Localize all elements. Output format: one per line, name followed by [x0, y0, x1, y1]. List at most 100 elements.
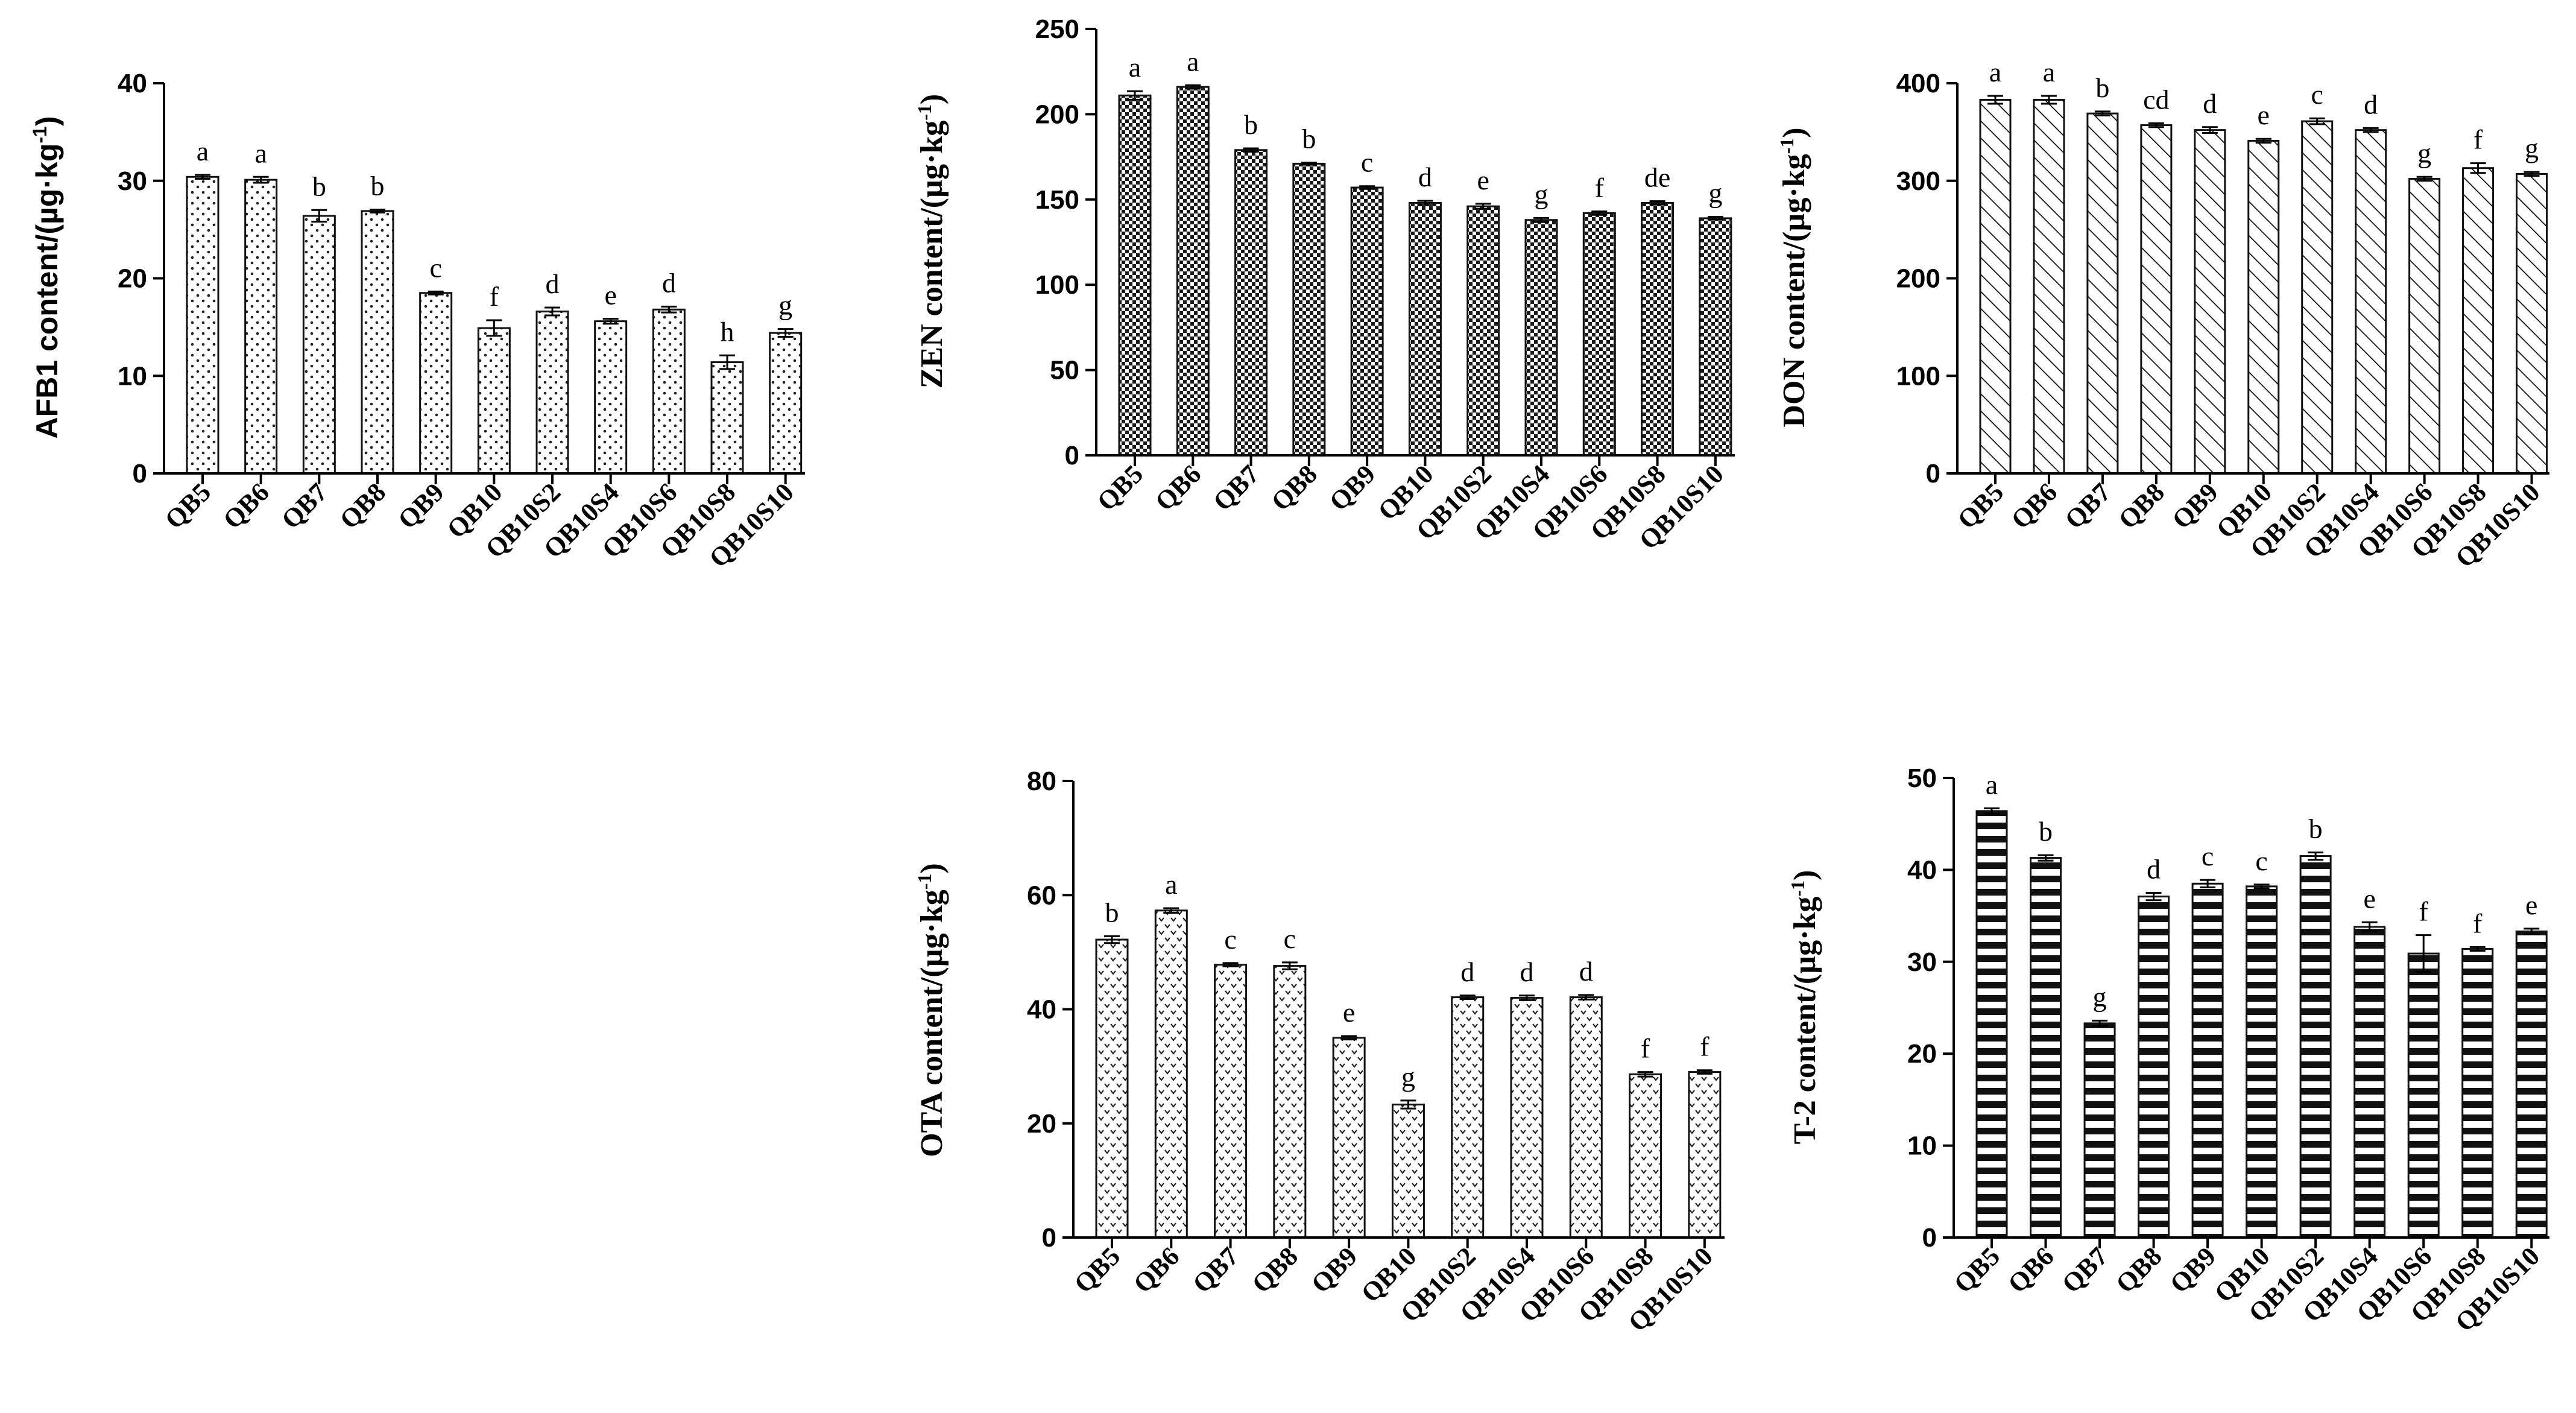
ota-x-tick-label-QB6: QB6: [1128, 1241, 1185, 1298]
afb1-y-tick-label-10: 10: [118, 361, 147, 391]
ota-bar-QB10S10: [1688, 1071, 1722, 1239]
zen-sig-label-QB9: c: [1361, 147, 1373, 178]
afb1-error-bar-QB10S8: [719, 354, 735, 370]
afb1-error-bar-QB5: [195, 174, 210, 180]
ota-error-bar-QB10S8: [1637, 1071, 1653, 1078]
t2-sig-label-QB8: d: [2147, 854, 2161, 885]
t2-bar-QB9: [2191, 882, 2224, 1239]
t2-sig-label-QB9: c: [2202, 841, 2214, 871]
afb1-error-bar-QB9: [428, 290, 444, 296]
ota-error-bar-QB10S4: [1519, 994, 1535, 1001]
afb1-sig-label-QB5: a: [197, 136, 209, 166]
zen-bar-QB7: [1234, 149, 1268, 457]
t2-error-bar-QB10S6: [2416, 934, 2432, 973]
t2-error-bar-QB5: [1984, 807, 2000, 815]
don-sig-label-QB10S2: c: [2311, 79, 2323, 110]
zen-sig-label-QB10S2: e: [1477, 165, 1489, 195]
t2-bar-QB8: [2138, 896, 2170, 1239]
afb1-bar-QB10S6: [652, 308, 686, 475]
t2-y-tick-label-30: 30: [1907, 947, 1937, 977]
ota-bar-QB10S2: [1451, 996, 1485, 1239]
zen-error-bar-QB7: [1243, 147, 1259, 153]
afb1-x-tick-label-QB8: QB8: [334, 477, 391, 534]
afb1-y-tick-label-30: 30: [118, 166, 147, 196]
don-sig-label-QB8: cd: [2143, 84, 2169, 115]
don-sig-label-QB10: e: [2258, 100, 2270, 130]
ota-bar-QB7: [1214, 964, 1248, 1239]
t2-bar-QB10S2: [2299, 855, 2332, 1239]
zen-x-tick-label-QB7: QB7: [1207, 459, 1264, 516]
don-y-tick-label-0: 0: [1926, 459, 1940, 488]
t2-error-bar-QB9: [2200, 879, 2216, 888]
t2-y-tick-label-20: 20: [1907, 1039, 1937, 1069]
afb1-bar-QB10S10: [769, 332, 803, 475]
don-sig-label-QB7: b: [2095, 72, 2109, 103]
afb1-sig-label-QB6: a: [254, 138, 267, 168]
zen-y-tick-label-200: 200: [1035, 100, 1079, 129]
t2-sig-label-QB10: c: [2255, 846, 2267, 876]
don-x-tick-label-QB6: QB6: [2006, 477, 2063, 534]
ota-sig-label-QB7: c: [1224, 924, 1236, 955]
t2-bar-QB6: [2030, 857, 2062, 1239]
zen-y-tick-label-100: 100: [1035, 270, 1079, 300]
ota-y-tick-label-0: 0: [1042, 1223, 1056, 1253]
don-x-tick-label-QB5: QB5: [1952, 477, 2009, 534]
don-sig-label-QB9: d: [2203, 88, 2217, 119]
afb1-sig-label-QB8: b: [371, 170, 385, 201]
zen-sig-label-QB10S4: g: [1535, 179, 1548, 209]
don-bar-QB7: [2086, 112, 2119, 475]
t2-bar-QB10S8: [2461, 947, 2494, 1239]
t2-y-tick-label-0: 0: [1922, 1223, 1937, 1253]
afb1-bar-QB9: [419, 292, 453, 475]
t2-bar-QB10: [2246, 885, 2278, 1239]
ota-sig-label-QB10: g: [1401, 1061, 1415, 1092]
ota-x-tick-label-QB7: QB7: [1187, 1241, 1244, 1298]
ota-error-bar-QB10S10: [1696, 1069, 1713, 1075]
ota-error-bar-QB7: [1222, 962, 1239, 968]
zen-sig-label-QB5: a: [1129, 52, 1141, 83]
afb1-bar-QB10S4: [594, 320, 628, 475]
zen-error-bar-QB8: [1301, 162, 1317, 166]
don-error-bar-QB10: [2255, 138, 2271, 144]
t2-y-tick-label-50: 50: [1907, 763, 1937, 793]
don-error-bar-QB8: [2148, 122, 2164, 128]
ota-error-bar-QB8: [1281, 961, 1298, 970]
zen-y-tick-label-0: 0: [1065, 441, 1079, 470]
zen-x-tick-label-QB6: QB6: [1149, 459, 1207, 516]
chart-don: a ab cd d ec dg f g0100200300400QB5QB6QB7QB8QB9…: [1776, 57, 2549, 574]
afb1-sig-label-QB10S2: d: [546, 268, 560, 299]
ota-error-bar-QB5: [1104, 935, 1120, 944]
zen-error-bar-QB10S6: [1591, 210, 1608, 216]
don-bar-QB10S10: [2516, 172, 2548, 475]
t2-sig-label-QB10S4: e: [2363, 883, 2375, 914]
ota-sig-label-QB5: b: [1105, 897, 1119, 928]
don-sig-label-QB6: a: [2043, 57, 2055, 87]
don-error-bar-QB10S6: [2416, 175, 2432, 182]
zen-sig-label-QB10S6: f: [1595, 172, 1605, 203]
don-error-bar-QB10S2: [2309, 117, 2325, 125]
t2-x-tick-label-QB5: QB5: [1948, 1241, 2006, 1298]
t2-y-tick-label-10: 10: [1907, 1131, 1937, 1161]
don-error-bar-QB10S10: [2524, 171, 2540, 177]
ota-bar-QB10S8: [1629, 1073, 1662, 1239]
afb1-error-bar-QB10: [486, 319, 502, 337]
don-bar-QB10: [2247, 139, 2280, 475]
zen-error-bar-QB10S8: [1649, 200, 1665, 206]
ota-sig-label-QB8: c: [1284, 923, 1296, 954]
don-sig-label-QB5: a: [1989, 57, 2001, 87]
t2-sig-label-QB10S2: b: [2309, 813, 2323, 844]
ota-x-tick-label-QB9: QB9: [1305, 1241, 1363, 1298]
zen-error-bar-QB9: [1359, 185, 1375, 190]
ota-bar-QB8: [1273, 965, 1307, 1239]
don-sig-label-QB10S10: g: [2525, 133, 2539, 163]
afb1-error-bar-QB10S10: [777, 328, 794, 338]
afb1-sig-label-QB10S4: e: [604, 280, 616, 311]
t2-error-bar-QB8: [2145, 892, 2162, 902]
t2-sig-label-QB5: a: [1986, 769, 1998, 800]
ota-sig-label-QB9: e: [1343, 997, 1355, 1028]
don-y-tick-label-400: 400: [1896, 69, 1940, 98]
ota-sig-label-QB10S4: d: [1520, 956, 1534, 987]
